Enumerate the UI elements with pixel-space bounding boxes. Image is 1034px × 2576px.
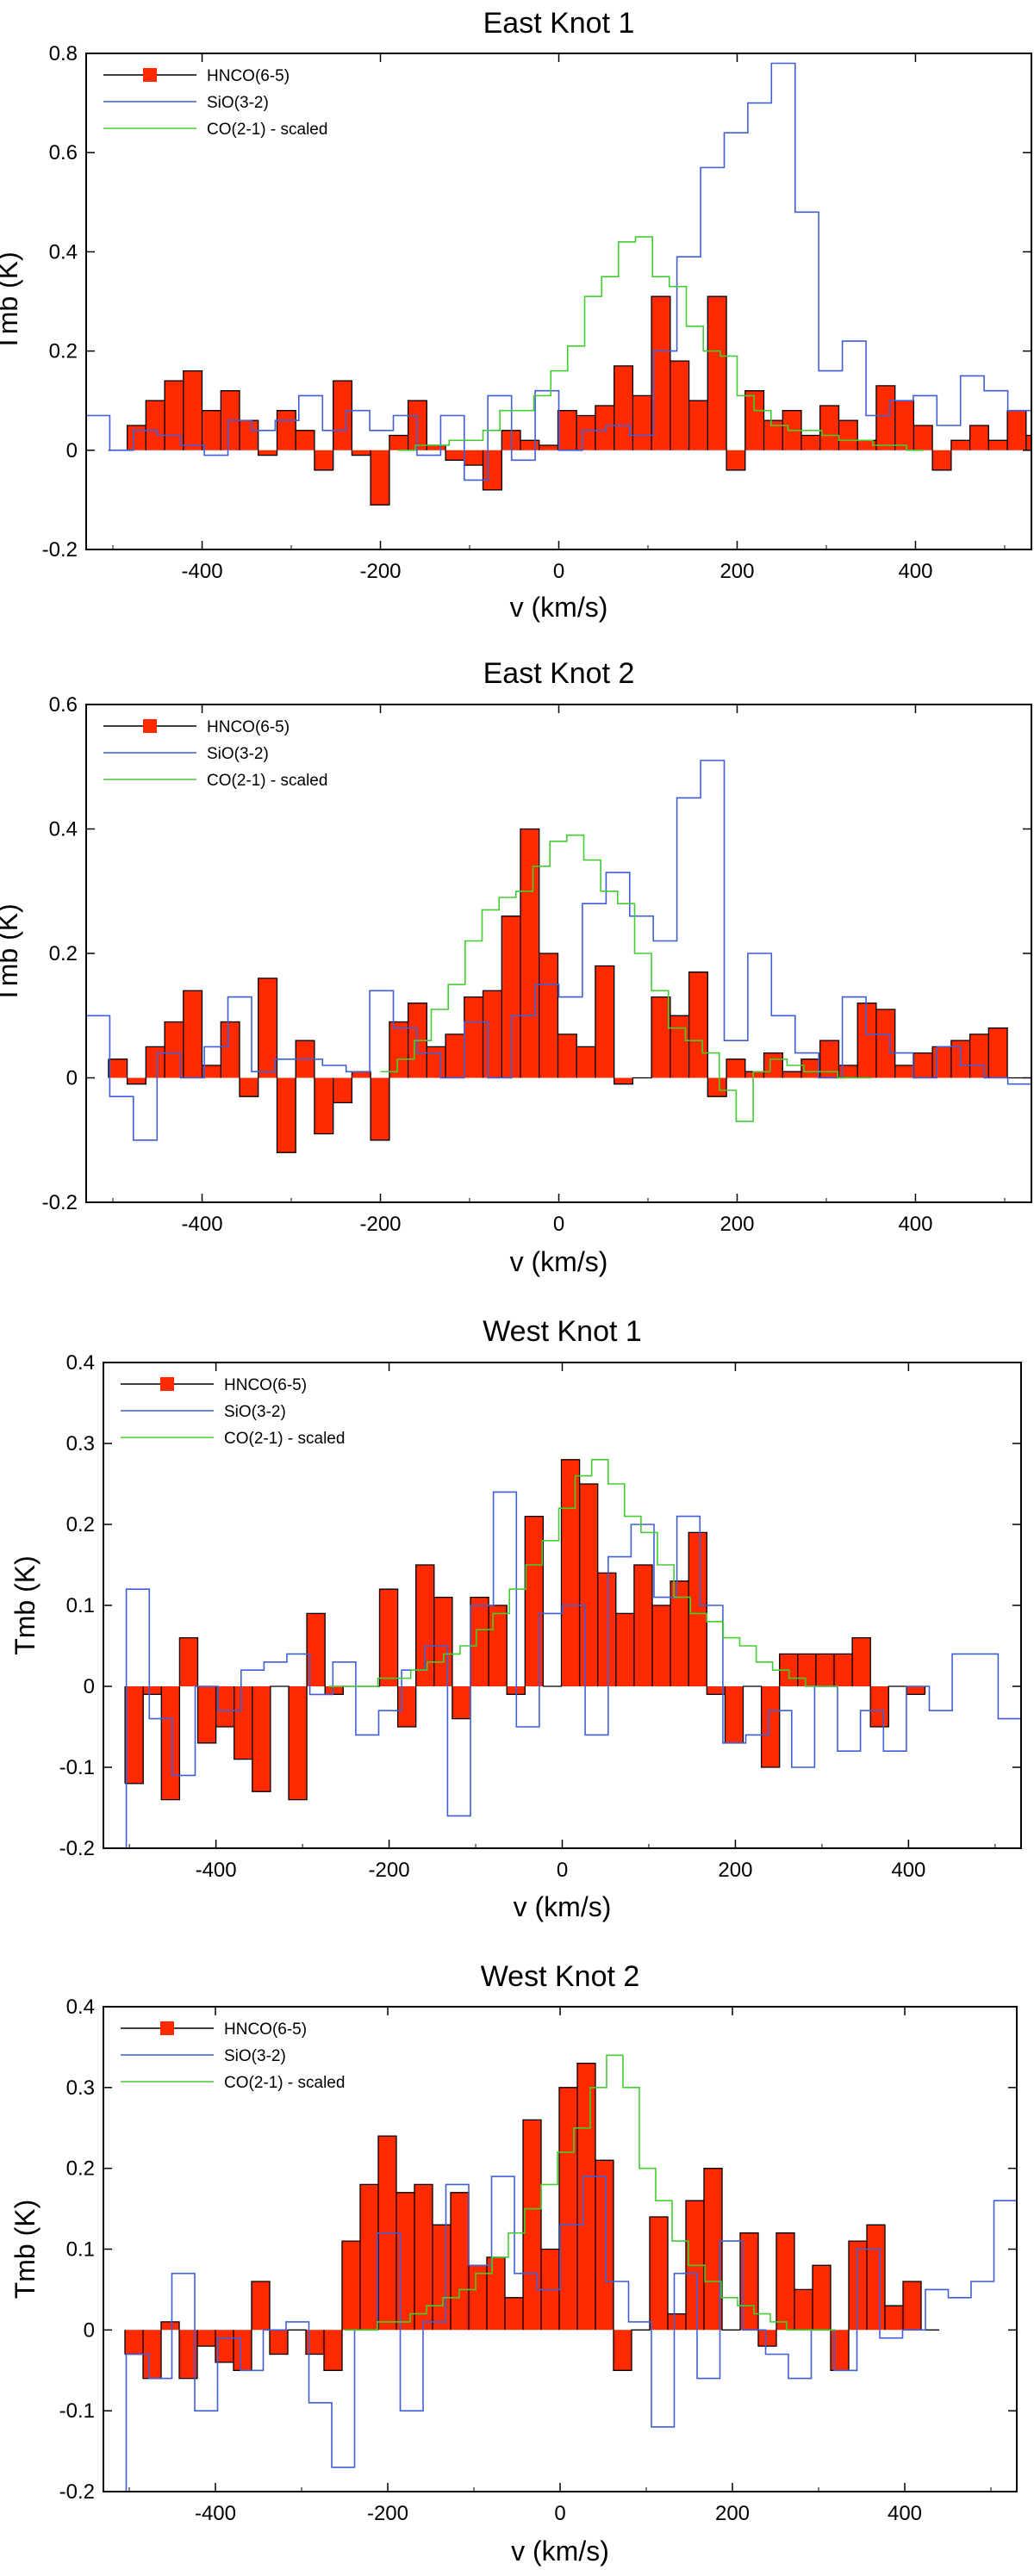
panel-2: East Knot 2 -400 -200 0 200 400 -0.2 0 0.2 0.4 0.6…	[0, 657, 1032, 1277]
y-tick-label: 0.4	[66, 1351, 95, 1375]
x-axis-label: v (km/s)	[511, 2536, 609, 2567]
y-tick-label: 0.1	[66, 2238, 95, 2262]
y-tick-label: 0.6	[49, 693, 78, 717]
y-axis-label: Tmb (K)	[0, 903, 23, 1003]
x-tick-label: -200	[359, 560, 401, 583]
legend-hnco-marker	[160, 1377, 174, 1391]
y-tick-label: 0.1	[66, 1594, 95, 1617]
y-tick-label: 0.2	[66, 1513, 95, 1536]
x-tick-label: -200	[359, 1213, 401, 1236]
x-axis-label: v (km/s)	[514, 1891, 612, 1922]
panel-1: East Knot 1 -400 -200 0 200 400 -0.2 0 0.2 0.4 0.6…	[0, 7, 1032, 623]
co-step-line	[328, 1459, 838, 1687]
hnco-step-line	[108, 828, 1026, 1153]
x-tick-label: 400	[891, 1859, 925, 1882]
y-axis-label: Tmb (K)	[0, 251, 23, 351]
y-axis-label: Tmb (K)	[9, 2200, 40, 2300]
co-step-line	[345, 2054, 836, 2331]
legend-co-label: CO(2-1) - scaled	[224, 1430, 345, 1448]
y-tick-label: -0.1	[59, 1756, 95, 1779]
y-axis-label: Tmb (K)	[9, 1555, 40, 1655]
sio-step-line	[86, 760, 1031, 1141]
legend: HNCO(6-5) SiO(3-2) CO(2-1) - scaled	[103, 718, 327, 790]
x-tick-label: -400	[196, 1859, 237, 1882]
x-tick-label: -400	[182, 1213, 223, 1236]
plot-area	[86, 760, 1031, 1153]
y-tick-label: 0.2	[49, 340, 78, 363]
y-tick-label: 0.2	[49, 942, 78, 965]
y-tick-label: 0	[84, 1675, 95, 1698]
y-tick-label: -0.2	[59, 2480, 95, 2504]
legend-hnco-label: HNCO(6-5)	[224, 2020, 307, 2039]
legend-hnco-marker	[143, 719, 157, 733]
panel-title: East Knot 1	[483, 7, 635, 40]
y-tick-label: 0.4	[49, 240, 78, 264]
y-tick-label: -0.1	[59, 2399, 95, 2423]
x-tick-label: 200	[718, 1859, 752, 1882]
x-tick-label: 200	[719, 560, 754, 583]
plot-area	[86, 62, 1031, 506]
x-tick-label: 400	[898, 560, 932, 583]
panel-title: West Knot 1	[483, 1315, 642, 1348]
legend: HNCO(6-5) SiO(3-2) CO(2-1) - scaled	[103, 67, 327, 139]
plot-area	[103, 1459, 1021, 1848]
y-tick-label: -0.2	[42, 538, 78, 562]
x-tick-label: -200	[369, 1859, 410, 1882]
legend: HNCO(6-5) SiO(3-2) CO(2-1) - scaled	[121, 2020, 345, 2092]
y-tick-label: -0.2	[59, 1837, 95, 1860]
x-tick-label: 200	[719, 1213, 754, 1236]
legend-hnco-marker	[160, 2021, 174, 2035]
plot-area	[103, 2054, 1017, 2492]
x-tick-label: 0	[553, 1213, 564, 1236]
x-tick-label: -400	[182, 560, 223, 583]
co-step-line	[380, 834, 872, 1122]
y-tick-label: 0.4	[49, 818, 78, 841]
legend-hnco-label: HNCO(6-5)	[207, 67, 290, 85]
x-tick-label: 200	[715, 2502, 750, 2525]
sio-step-line	[103, 2176, 1017, 2492]
legend-co-label: CO(2-1) - scaled	[224, 2074, 345, 2092]
hnco-step-line	[124, 1459, 926, 1801]
y-tick-label: 0.2	[66, 2157, 95, 2181]
x-tick-label: 0	[557, 1859, 568, 1882]
legend-co-label: CO(2-1) - scaled	[207, 121, 327, 139]
panel-title: East Knot 2	[483, 657, 635, 690]
y-tick-label: 0	[66, 439, 78, 462]
y-tick-label: 0.6	[49, 141, 78, 164]
hnco-fill	[125, 2063, 939, 2379]
y-tick-label: 0.8	[49, 42, 78, 65]
x-tick-label: 400	[898, 1213, 932, 1236]
y-tick-label: 0.3	[66, 2076, 95, 2100]
y-tick-label: 0.4	[66, 1996, 95, 2019]
legend-hnco-marker	[143, 68, 157, 82]
legend: HNCO(6-5) SiO(3-2) CO(2-1) - scaled	[121, 1376, 345, 1448]
sio-step-line	[103, 1491, 1021, 1848]
y-tick-label: 0	[66, 1067, 78, 1090]
x-axis-label: v (km/s)	[510, 592, 608, 623]
panel-3: West Knot 1 -400 -200 0 200 400 -0.2 -0.1 0 0.1 0.…	[9, 1315, 1022, 1922]
legend-co-label: CO(2-1) - scaled	[207, 772, 327, 790]
x-tick-label: -200	[367, 2502, 408, 2525]
panel-title: West Knot 2	[481, 1960, 640, 1993]
y-tick-label: -0.2	[42, 1191, 78, 1214]
y-tick-label: 0	[84, 2318, 95, 2342]
x-axis-label: v (km/s)	[510, 1246, 608, 1277]
panel-4: West Knot 2 -400 -200 0 200 400 -0.2 -0.1 0 0.1 0.…	[9, 1960, 1018, 2567]
hnco-fill	[108, 829, 1026, 1153]
legend-sio-label: SiO(3-2)	[207, 745, 269, 763]
co-step-line	[398, 236, 924, 451]
legend-sio-label: SiO(3-2)	[224, 2047, 286, 2065]
x-tick-label: 400	[888, 2502, 922, 2525]
legend-hnco-label: HNCO(6-5)	[224, 1376, 307, 1394]
legend-hnco-label: HNCO(6-5)	[207, 718, 290, 736]
legend-sio-label: SiO(3-2)	[224, 1403, 286, 1421]
legend-sio-label: SiO(3-2)	[207, 94, 269, 112]
sio-step-line	[86, 62, 1031, 481]
x-tick-label: -400	[195, 2502, 236, 2525]
y-tick-label: 0.3	[66, 1432, 95, 1456]
x-tick-label: 0	[553, 560, 564, 583]
x-tick-label: 0	[554, 2502, 565, 2525]
